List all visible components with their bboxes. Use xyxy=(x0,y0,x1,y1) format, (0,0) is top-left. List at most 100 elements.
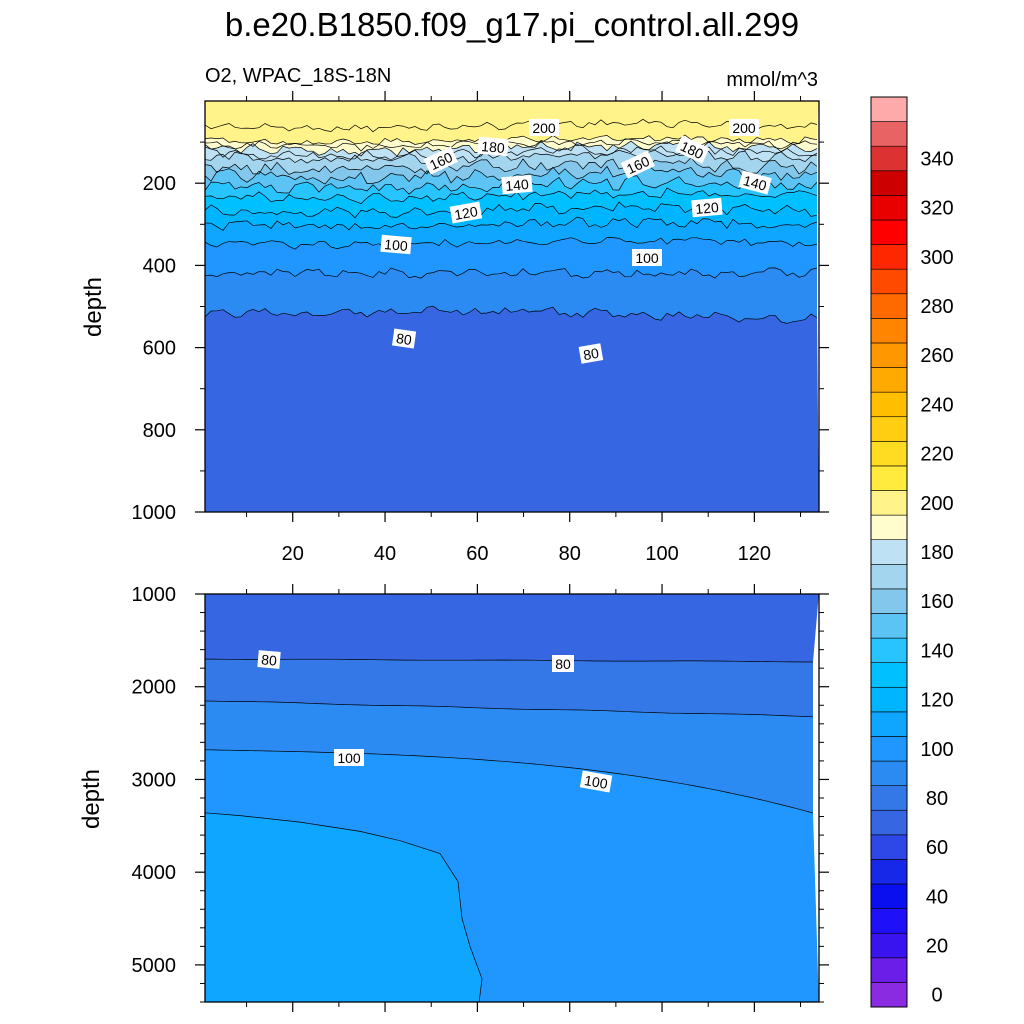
colorbar-swatch xyxy=(870,367,908,393)
contour-label-box xyxy=(691,197,723,218)
y-tick-label: 400 xyxy=(143,255,176,277)
colorbar-swatch xyxy=(870,686,908,713)
contour-label-box xyxy=(449,201,483,224)
colorbar-swatch xyxy=(870,982,908,1008)
y-tick-label: 1000 xyxy=(132,502,177,524)
colorbar-swatch xyxy=(870,244,908,270)
fill-band xyxy=(205,306,819,512)
contour-label-box xyxy=(675,135,710,164)
contour-label-box xyxy=(579,770,613,793)
contour-label-box xyxy=(423,146,458,175)
colorbar-swatch xyxy=(870,785,908,811)
colorbar-swatch xyxy=(870,908,908,934)
x-tick-label: 40 xyxy=(374,543,396,565)
contour-line xyxy=(205,148,818,165)
y-tick-label: 200 xyxy=(143,173,176,195)
colorbar-tick-label: 120 xyxy=(920,690,953,712)
y-tick-label: 600 xyxy=(143,338,176,360)
contour-label: 200 xyxy=(732,120,756,136)
colorbar-tick-label: 280 xyxy=(920,296,953,318)
contour-label-box xyxy=(729,119,759,136)
colorbar-swatch xyxy=(870,195,908,221)
contour-label: 80 xyxy=(261,651,278,668)
contour-line xyxy=(205,305,818,324)
contour-label-box xyxy=(738,170,772,195)
contour-line xyxy=(205,144,818,161)
colorbar-tick-label: 220 xyxy=(920,444,953,466)
colorbar-tick-label: 40 xyxy=(926,886,948,908)
contour-label: 80 xyxy=(395,330,413,348)
contour-label: 100 xyxy=(583,772,609,792)
colorbar-swatch xyxy=(870,219,908,245)
y-tick-label: 4000 xyxy=(132,862,177,884)
fill-band xyxy=(205,659,813,717)
colorbar-swatch xyxy=(870,170,908,196)
colorbar-swatch xyxy=(870,662,908,688)
contour-line xyxy=(205,138,818,152)
contour-label: 100 xyxy=(384,236,409,254)
colorbar-swatch xyxy=(870,957,908,983)
contour-label-box xyxy=(477,136,509,157)
colorbar-tick-label: 160 xyxy=(920,591,953,613)
x-tick-label: 80 xyxy=(559,543,581,565)
contour-label-box xyxy=(620,150,655,179)
colorbar-swatch xyxy=(870,637,908,663)
colorbar-tick-label: 300 xyxy=(920,247,953,269)
contour-label-box xyxy=(391,328,417,349)
units-label: mmol/m^3 xyxy=(726,69,818,91)
colorbar-swatch xyxy=(870,416,908,442)
colorbar-swatch xyxy=(870,883,908,909)
colorbar-tick-label: 320 xyxy=(920,198,953,220)
colorbar-swatch xyxy=(870,736,908,762)
contour-line xyxy=(205,140,818,157)
contour-label-box xyxy=(578,343,604,364)
contour-label: 140 xyxy=(742,172,769,194)
colorbar: 0 20 40 60 80 100 120 140 160 180 200 220 240 260 280 3… xyxy=(870,96,954,1008)
fill-band xyxy=(205,202,817,231)
colorbar-swatch xyxy=(870,342,908,368)
colorbar-swatch xyxy=(870,268,908,295)
colorbar-swatch xyxy=(870,490,908,516)
contour-line xyxy=(205,658,813,663)
colorbar-tick-label: 80 xyxy=(926,788,948,810)
colorbar-swatch xyxy=(870,613,908,639)
contour-line xyxy=(205,267,818,279)
fill-band xyxy=(205,267,817,324)
colorbar-swatch xyxy=(870,293,908,319)
colorbar-tick-label: 240 xyxy=(920,394,953,416)
colorbar-swatch xyxy=(870,465,908,491)
contour-line xyxy=(205,812,483,1002)
colorbar-tick-label: 140 xyxy=(920,640,953,662)
colorbar-tick-label: 60 xyxy=(926,837,948,859)
y-axis-label-lower: depth xyxy=(78,769,105,829)
colorbar-tick-label: 340 xyxy=(920,149,953,171)
y-axis-label-upper: depth xyxy=(80,277,107,337)
colorbar-swatch xyxy=(870,121,908,147)
y-tick-label: 800 xyxy=(143,420,176,442)
contour-label-box xyxy=(552,655,574,672)
contour-label: 120 xyxy=(453,203,479,223)
fill-band xyxy=(205,101,819,132)
x-tick-label: 20 xyxy=(282,543,304,565)
colorbar-tick-label: 0 xyxy=(931,985,942,1007)
contour-label-box xyxy=(501,174,533,195)
y-tick-label: 5000 xyxy=(132,955,177,977)
contour-label-box xyxy=(257,650,281,669)
colorbar-swatch xyxy=(870,539,908,565)
fill-band xyxy=(205,237,817,279)
contour-label: 80 xyxy=(582,345,600,363)
contour-line xyxy=(205,700,814,718)
colorbar-swatch xyxy=(870,514,908,541)
y-tick-label: 2000 xyxy=(132,677,177,699)
colorbar-swatch xyxy=(870,441,908,467)
contour-label: 180 xyxy=(481,138,506,156)
colorbar-tick-label: 100 xyxy=(920,739,953,761)
colorbar-swatch xyxy=(870,809,908,836)
contour-label-box xyxy=(380,234,412,255)
y-tick-label: 3000 xyxy=(132,769,177,791)
colorbar-swatch xyxy=(870,932,908,959)
colorbar-tick-label: 200 xyxy=(920,493,953,515)
colorbar-frame xyxy=(870,96,908,1008)
